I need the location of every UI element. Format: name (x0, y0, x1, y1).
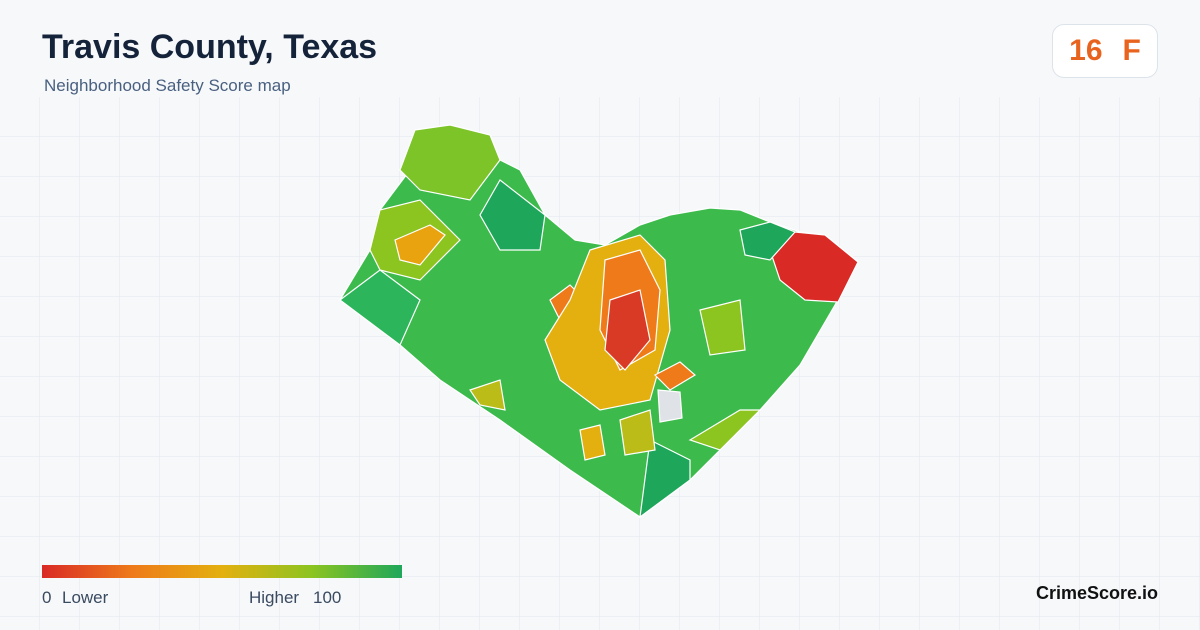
score: 16 (1069, 34, 1103, 67)
region (619, 409, 656, 456)
region (688, 409, 762, 451)
legend-gradient (42, 565, 402, 578)
region (639, 439, 691, 519)
region (699, 299, 746, 356)
legend-max-label: Higher (249, 588, 300, 607)
region (579, 424, 606, 461)
region (339, 269, 421, 346)
region (469, 379, 506, 411)
region (657, 389, 683, 423)
brand: CrimeScore.io (1036, 583, 1159, 603)
legend-min: 0 (42, 588, 52, 607)
score-badge: 16 F (1052, 24, 1158, 78)
region (394, 224, 446, 266)
region (604, 289, 651, 371)
region (739, 221, 797, 261)
legend-max: 100 (313, 588, 342, 607)
title: Travis County, Texas (42, 28, 378, 66)
grade: F (1122, 34, 1141, 67)
legend-min-label: Lower (62, 588, 109, 607)
region (653, 361, 697, 391)
subtitle: Neighborhood Safety Score map (44, 76, 291, 95)
region (769, 231, 859, 303)
region (479, 179, 546, 251)
region (399, 124, 501, 201)
